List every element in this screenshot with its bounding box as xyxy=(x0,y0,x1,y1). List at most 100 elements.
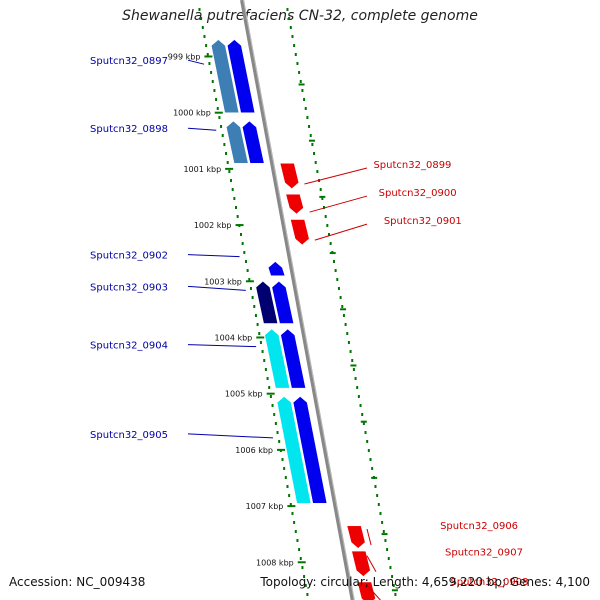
gene-sputcn32-0898[interactable] xyxy=(226,120,265,164)
gene-sputcn32-0897[interactable] xyxy=(211,39,256,113)
gene-sputcn32-0907[interactable] xyxy=(351,550,371,577)
gene-label[interactable]: Sputcn32_0901 xyxy=(384,216,462,227)
gene-arrow[interactable] xyxy=(226,120,249,164)
gene-sputcn32-0902[interactable] xyxy=(267,261,286,276)
gene-label[interactable]: Sputcn32_0907 xyxy=(445,548,523,559)
gene-arrow[interactable] xyxy=(211,39,240,113)
gene-arrow[interactable] xyxy=(264,328,290,389)
outer-scale-dot xyxy=(347,341,350,344)
outer-scale-dot xyxy=(316,170,319,173)
inner-scale-dot xyxy=(226,161,229,164)
outer-scale-dot xyxy=(379,512,382,515)
inner-scale-dot xyxy=(244,260,247,263)
gene-label[interactable]: Sputcn32_0905 xyxy=(90,430,168,441)
gene-sputcn32-0904[interactable] xyxy=(264,328,306,389)
inner-scale-dot xyxy=(254,314,257,317)
gene-arrow[interactable] xyxy=(279,163,300,189)
outer-scale-dot xyxy=(319,188,322,191)
gene-arrow[interactable] xyxy=(285,193,304,215)
inner-scale-dot xyxy=(241,242,244,245)
inner-scale-dot xyxy=(253,305,256,308)
inner-scale-dot xyxy=(198,8,201,11)
inner-scale-dot xyxy=(221,134,224,137)
inner-scale-dot xyxy=(215,98,218,101)
gene-label[interactable]: Sputcn32_0899 xyxy=(373,160,451,171)
outer-scale-dot xyxy=(332,260,335,263)
inner-scale-dot xyxy=(289,503,292,506)
gene-arrow[interactable] xyxy=(357,581,376,600)
gene-arrow[interactable] xyxy=(290,219,310,246)
gene-sputcn32-0905[interactable] xyxy=(276,396,328,504)
gene-arrow[interactable] xyxy=(242,120,265,164)
inner-scale-dot xyxy=(200,17,203,20)
gene-arrow[interactable] xyxy=(227,39,256,113)
gene-arrow[interactable] xyxy=(267,261,286,276)
outer-scale-dot xyxy=(313,152,316,155)
outer-scale-dot xyxy=(346,332,349,335)
gene-sputcn32-0901[interactable] xyxy=(290,219,310,246)
inner-scale-dot xyxy=(216,107,219,110)
gene-arrow[interactable] xyxy=(276,396,312,504)
inner-scale-dot xyxy=(243,251,246,254)
gene-sputcn32-0908[interactable] xyxy=(357,581,376,600)
gene-arrow[interactable] xyxy=(280,328,306,389)
map-title: Shewanella putrefaciens CN-32, complete … xyxy=(122,8,478,24)
inner-scale-dot xyxy=(218,116,221,119)
outer-scale-dot xyxy=(299,80,302,83)
gene-label[interactable]: Sputcn32_0900 xyxy=(379,188,457,199)
outer-scale-dot xyxy=(341,305,344,308)
gene-arrow[interactable] xyxy=(351,550,371,577)
inner-scale-dot xyxy=(276,431,279,434)
outer-scale-dot xyxy=(321,197,324,200)
gene-sputcn32-0899[interactable] xyxy=(279,163,300,189)
inner-scale-dot xyxy=(281,458,284,461)
inner-scale-dot xyxy=(239,233,242,236)
gene-label[interactable]: Sputcn32_0906 xyxy=(440,521,518,532)
inner-scale-dot xyxy=(263,359,266,362)
inner-scale-dot xyxy=(269,395,272,398)
inner-scale-dot xyxy=(273,413,276,416)
gene-arrow[interactable] xyxy=(292,396,328,504)
gene-label[interactable]: Sputcn32_0902 xyxy=(90,251,168,262)
inner-scale-dot xyxy=(286,485,289,488)
gene-label[interactable]: Sputcn32_0904 xyxy=(90,341,168,352)
gene-sputcn32-0906[interactable] xyxy=(346,525,366,549)
kbp-label: 1002 kbp xyxy=(194,221,232,230)
outer-scale-dot xyxy=(384,539,387,542)
outer-scale-dot xyxy=(359,404,362,407)
inner-scale-dot xyxy=(296,539,299,542)
accession-label: Accession: NC_009438 xyxy=(9,575,146,589)
gene-arrow[interactable] xyxy=(346,525,366,549)
inner-scale-dot xyxy=(264,368,267,371)
gene-leader-line xyxy=(366,584,382,600)
outer-scale-dot xyxy=(296,62,299,65)
outer-scale-dot xyxy=(349,350,352,353)
outer-scale-dot xyxy=(352,368,355,371)
outer-scale-dot xyxy=(392,584,395,587)
outer-scale-dot xyxy=(289,26,292,29)
gene-label[interactable]: Sputcn32_0897 xyxy=(90,56,168,67)
gene-tracks xyxy=(211,39,376,600)
inner-scale-dot xyxy=(248,278,251,281)
gene-sputcn32-0903[interactable] xyxy=(255,281,294,324)
gene-label[interactable]: Sputcn32_0908 xyxy=(450,577,528,588)
gene-leader-line xyxy=(309,195,368,213)
inner-scale-dot xyxy=(278,440,281,443)
gene-arrow[interactable] xyxy=(271,281,294,324)
inner-scale-dot xyxy=(230,179,233,182)
inner-scale-dot xyxy=(301,566,304,569)
inner-scale-dot xyxy=(225,152,228,155)
inner-scale-dot xyxy=(259,341,262,344)
genome-backbone-highlight xyxy=(243,0,355,600)
kbp-label: 1008 kbp xyxy=(256,558,294,567)
gene-arrow[interactable] xyxy=(255,281,278,324)
gene-label[interactable]: Sputcn32_0903 xyxy=(90,282,168,293)
inner-scale-dot xyxy=(233,197,236,200)
gene-leader-line xyxy=(366,528,372,546)
gene-label[interactable]: Sputcn32_0898 xyxy=(90,124,168,135)
inner-scale-dot xyxy=(235,206,238,209)
inner-scale-dot xyxy=(223,143,226,146)
scale-layer: 999 kbp 1000 kbp 1001 kbp 1002 kbp 1003 kbp 1… xyxy=(168,0,398,600)
inner-scale-dot xyxy=(220,125,223,128)
gene-sputcn32-0900[interactable] xyxy=(285,193,304,215)
